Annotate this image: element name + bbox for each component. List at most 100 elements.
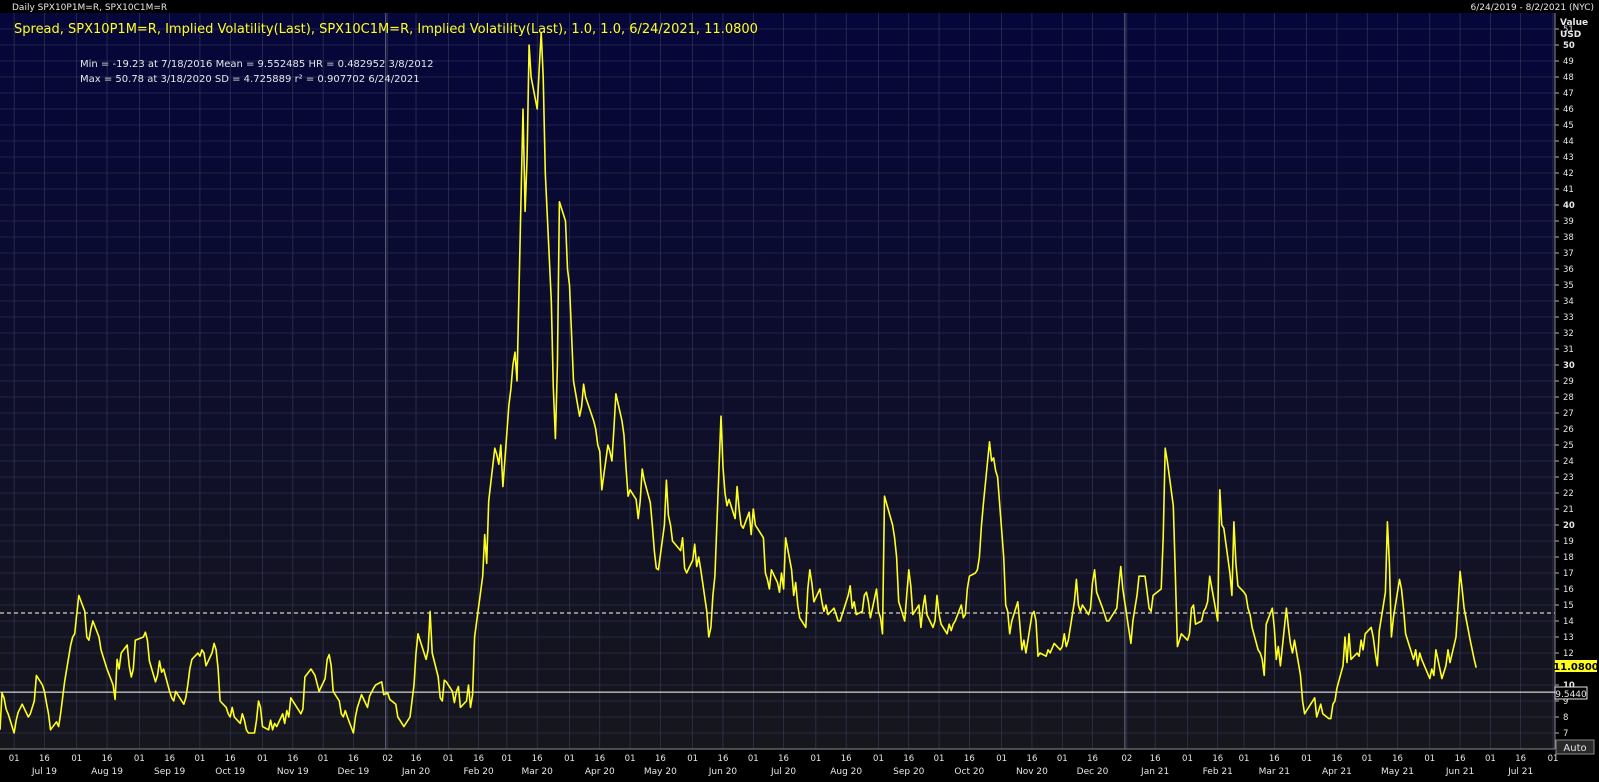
legend-stats-line-1: Min = -19.23 at 7/18/2016 Mean = 9.55248… bbox=[80, 59, 433, 70]
x-month-label: Dec 20 bbox=[1077, 767, 1109, 777]
x-tick-label: 01 bbox=[1301, 754, 1312, 764]
x-tick-label: 01 bbox=[748, 754, 759, 764]
y-tick-label: 17 bbox=[1563, 569, 1574, 579]
x-tick-label: 16 bbox=[1515, 754, 1526, 764]
x-tick-label: 01 bbox=[134, 754, 145, 764]
x-tick-label: 16 bbox=[39, 754, 50, 764]
y-tick-label: 26 bbox=[1563, 425, 1574, 435]
y-tick-label: 41 bbox=[1563, 185, 1574, 195]
x-tick-label: 16 bbox=[1027, 754, 1038, 764]
x-month-label: Jun 21 bbox=[1445, 767, 1474, 777]
y-tick-label: 23 bbox=[1563, 473, 1574, 483]
y-tick-label: 27 bbox=[1563, 409, 1574, 419]
x-month-label: May 20 bbox=[644, 767, 677, 777]
y-tick-label: 37 bbox=[1563, 249, 1574, 259]
x-tick-label: 16 bbox=[532, 754, 543, 764]
header-left-title: Daily SPX10P1M=R, SPX10C1M=R bbox=[12, 3, 167, 13]
x-tick-label: 16 bbox=[1269, 754, 1280, 764]
y-tick-label: 49 bbox=[1563, 57, 1574, 67]
y-tick-label: 9 bbox=[1563, 697, 1568, 707]
y-tick-label: 7 bbox=[1563, 729, 1568, 739]
y-tick-label: 51 bbox=[1563, 25, 1574, 35]
y-tick-label: 42 bbox=[1563, 169, 1574, 179]
y-tick-label: 48 bbox=[1563, 73, 1574, 83]
y-tick-label: 30 bbox=[1563, 361, 1575, 371]
y-tick-label: 8 bbox=[1563, 713, 1568, 723]
x-tick-label: 01 bbox=[934, 754, 945, 764]
y-tick-label: 24 bbox=[1563, 457, 1574, 467]
series-layer bbox=[0, 31, 1477, 734]
x-tick-label: 16 bbox=[964, 754, 975, 764]
x-tick-label: 16 bbox=[1455, 754, 1466, 764]
x-tick-label: 16 bbox=[903, 754, 914, 764]
x-tick-label: 01 bbox=[318, 754, 329, 764]
x-month-label: Feb 21 bbox=[1203, 767, 1233, 777]
y-tick-label: 38 bbox=[1563, 233, 1574, 243]
y-tick-label: 34 bbox=[1563, 297, 1574, 307]
x-tick-label: 16 bbox=[1331, 754, 1342, 764]
last-value-badge: 11.0800 bbox=[1553, 662, 1599, 673]
x-tick-label: 16 bbox=[655, 754, 666, 764]
x-tick-label: 16 bbox=[225, 754, 236, 764]
x-tick-label: 16 bbox=[778, 754, 789, 764]
x-tick-label: 01 bbox=[996, 754, 1007, 764]
y-axis-value-label: Value bbox=[1560, 18, 1588, 28]
x-tick-label: 01 bbox=[1182, 754, 1193, 764]
y-axis-unit-label: USD bbox=[1560, 30, 1581, 40]
y-tick-label: 31 bbox=[1563, 345, 1574, 355]
x-tick-label: 02 bbox=[382, 754, 393, 764]
y-tick-label: 20 bbox=[1563, 521, 1575, 531]
auto-scale-button[interactable] bbox=[1555, 739, 1595, 755]
y-tick-label: 25 bbox=[1563, 441, 1574, 451]
x-month-label: Nov 19 bbox=[277, 767, 309, 777]
auto-scale-label: Auto bbox=[1563, 743, 1586, 754]
x-tick-label: 01 bbox=[71, 754, 82, 764]
y-tick-label: 33 bbox=[1563, 313, 1574, 323]
last-value-badge-bg bbox=[1555, 660, 1597, 672]
x-tick-label: 01 bbox=[564, 754, 575, 764]
y-tick-label: 36 bbox=[1563, 265, 1574, 275]
series-line-spread bbox=[0, 31, 1477, 734]
x-tick-label: 01 bbox=[195, 754, 206, 764]
x-tick-label: 01 bbox=[1362, 754, 1373, 764]
x-month-label: Aug 20 bbox=[830, 767, 862, 777]
x-tick-label: 01 bbox=[501, 754, 512, 764]
x-month-label: Feb 20 bbox=[463, 767, 494, 777]
grid bbox=[0, 13, 1555, 749]
x-month-label: Oct 19 bbox=[215, 767, 245, 777]
x-tick-label: 01 bbox=[1057, 754, 1068, 764]
x-month-label: Jul 20 bbox=[770, 767, 796, 777]
x-month-label: Jan 20 bbox=[401, 767, 430, 777]
x-month-label: Jan 21 bbox=[1140, 767, 1169, 777]
y-tick-label: 46 bbox=[1563, 105, 1574, 115]
legend-title: Spread, SPX10P1M=R, Implied Volatility(L… bbox=[14, 22, 758, 37]
x-month-label: May 21 bbox=[1381, 767, 1414, 777]
y-tick-label: 44 bbox=[1563, 137, 1574, 147]
x-tick-label: 01 bbox=[1485, 754, 1496, 764]
x-tick-label: 01 bbox=[1424, 754, 1435, 764]
x-month-label: Dec 19 bbox=[338, 767, 370, 777]
mean-value-badge-bg bbox=[1554, 686, 1588, 700]
x-tick-label: 16 bbox=[473, 754, 484, 764]
x-tick-label: 16 bbox=[841, 754, 852, 764]
x-tick-label: 16 bbox=[718, 754, 729, 764]
y-tick-label: 14 bbox=[1563, 617, 1574, 627]
x-month-label: Mar 20 bbox=[522, 767, 554, 777]
x-tick-label: 01 bbox=[443, 754, 454, 764]
x-month-label: Apr 21 bbox=[1322, 767, 1352, 777]
mean-value-badge: 9.5440 bbox=[1555, 690, 1587, 700]
x-tick-label: 16 bbox=[287, 754, 298, 764]
x-month-label: Jul 21 bbox=[1507, 767, 1533, 777]
y-tick-label: 19 bbox=[1563, 537, 1574, 547]
y-tick-label: 40 bbox=[1563, 201, 1575, 211]
y-tick-label: 29 bbox=[1563, 377, 1574, 387]
x-month-label: Aug 19 bbox=[91, 767, 123, 777]
x-axis: 01 16 01 16 01 16 01 16 01 16 01 16 02 16 01 16 01 16 01 16… bbox=[0, 748, 1558, 777]
x-tick-label: 01 bbox=[257, 754, 268, 764]
reference-lines bbox=[0, 612, 1555, 693]
x-tick-label: 16 bbox=[1212, 754, 1223, 764]
legend-stats-line-2: Max = 50.78 at 3/18/2020 SD = 4.725889 r… bbox=[80, 74, 420, 85]
y-tick-label: 43 bbox=[1563, 153, 1574, 163]
y-tick-label: 10 bbox=[1563, 681, 1575, 691]
